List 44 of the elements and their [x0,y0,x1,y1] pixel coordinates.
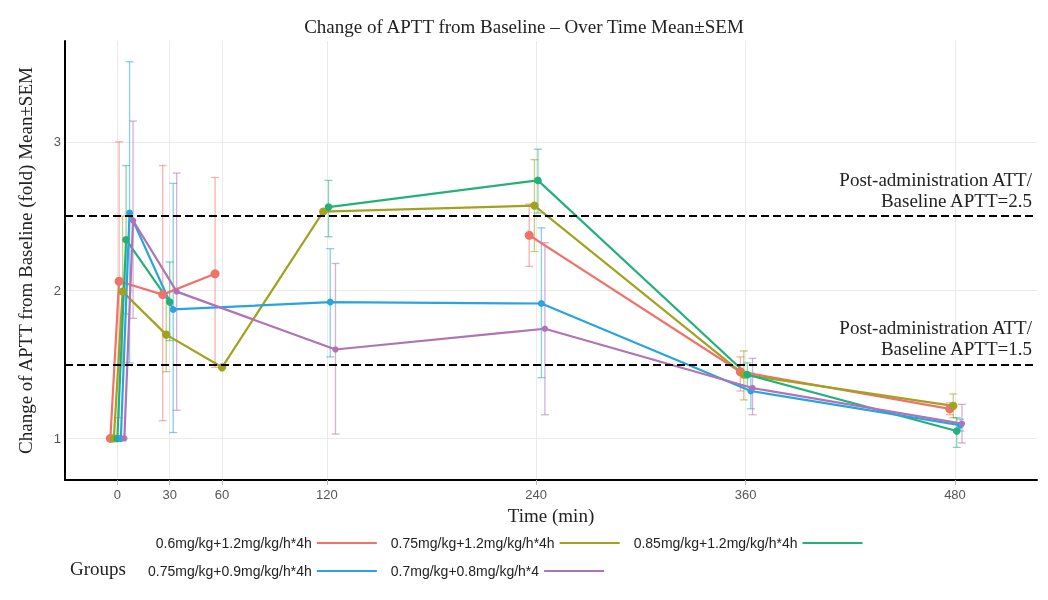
x-axis-title: Time (min) [507,505,595,527]
y-axis-title: Change of APTT from Baseline (fold) Mean±SEM [15,66,37,454]
x-tick-label: 30 [162,487,177,502]
point [743,370,752,379]
y-tick-label: 2 [53,282,61,298]
point [324,203,333,211]
point [524,230,534,240]
legend-label: 0.75mg/kg+0.9mg/kg/h*4h [147,563,312,579]
legend-label: 0.7mg/kg+0.8mg/kg/h*4 [390,563,540,579]
point [118,287,127,296]
y-tick-label: 3 [53,134,61,150]
x-tick-label: 480 [944,487,966,502]
chart-title: Change of APTT from Baseline – Over Time Mean±SEM [304,16,744,37]
ref-line-label: Post-administration ATT/ Baseline APTT=1.5 [839,317,1033,360]
y-tick-label: 1 [53,430,61,446]
point [326,298,334,306]
x-tick-label: 120 [315,487,338,502]
legend-title: Groups [70,558,126,579]
x-tick-label: 360 [734,487,757,502]
point [121,435,128,442]
point [158,290,168,300]
point [530,201,539,210]
point [122,235,130,244]
x-tick-label: 0 [113,487,121,502]
point [169,305,177,313]
point [173,288,180,295]
point [165,298,174,306]
point [534,176,542,185]
legend-label: 0.85mg/kg+1.2mg/kg/h*4h [633,535,798,551]
point [129,217,137,224]
ref-line-label: Post-administration ATT/ Baseline APTT=2.5 [839,169,1033,212]
point [537,300,545,307]
point [114,276,124,286]
x-tick-label: 60 [214,487,230,502]
point [162,330,171,339]
point [319,207,328,216]
legend-label: 0.75mg/kg+1.2mg/kg/h*4h [390,535,555,551]
point [332,346,339,353]
point [949,401,958,410]
point [541,325,548,332]
point [210,269,220,279]
point [952,427,961,435]
x-tick-label: 240 [525,487,548,502]
legend-label: 0.6mg/kg+1.2mg/kg/h*4h [155,535,312,551]
